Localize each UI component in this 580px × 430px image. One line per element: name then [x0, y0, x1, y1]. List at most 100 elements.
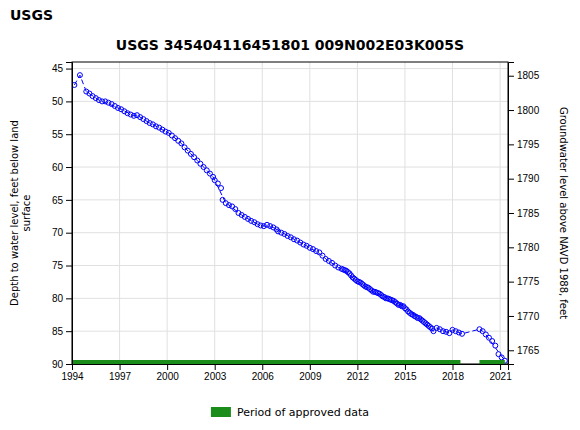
grid-line-x: [262, 62, 263, 364]
x-tick-mark: [453, 364, 454, 370]
y-tick-mark: [66, 134, 72, 135]
y-tick: 75: [52, 260, 72, 271]
x-tick-mark: [500, 364, 501, 370]
grid-line-y: [72, 167, 508, 168]
y-tick-label: 65: [52, 195, 64, 206]
y-tick-label: 90: [52, 359, 64, 370]
y-axis-line: [66, 63, 73, 365]
y2-tick: 1780: [508, 242, 540, 253]
x-axis: 1994199720002003200620092012201520182021: [61, 364, 512, 382]
grid-line-x: [404, 62, 405, 364]
grid-line-x: [214, 62, 215, 364]
y2-tick-label: 1780: [517, 242, 540, 253]
x-tick-mark: [215, 364, 216, 370]
y-axis: 45 50 55 60 65 70 75 80 85 90: [52, 63, 73, 370]
x-tick: 2012: [347, 364, 370, 382]
data-point: [493, 343, 498, 348]
y2-axis-line: [509, 63, 515, 365]
data: [72, 73, 507, 364]
y-tick: 80: [52, 293, 72, 304]
y-tick-mark: [66, 69, 72, 70]
x-tick-label: 2006: [252, 371, 275, 382]
y2-tick-mark: [508, 316, 514, 317]
x-tick-mark: [405, 364, 406, 370]
x-tick-mark: [262, 364, 263, 370]
y2-tick: 1795: [508, 139, 540, 150]
grid-line-y: [72, 101, 508, 102]
y2-tick-label: 1770: [517, 311, 540, 322]
y2-tick: 1770: [508, 311, 540, 322]
y-tick-label: 45: [52, 63, 64, 74]
x-tick: 2009: [299, 364, 322, 382]
y-tick-label: 55: [52, 129, 64, 140]
y2-tick-mark: [508, 350, 514, 351]
grid: [72, 62, 508, 364]
grid-line-x: [452, 62, 453, 364]
y-tick: 55: [52, 129, 72, 140]
x-tick: 2003: [204, 364, 227, 382]
grid-line-y: [72, 134, 508, 135]
x-tick: 2021: [489, 364, 512, 382]
y2-tick: 1790: [508, 173, 540, 184]
y2-tick-label: 1805: [517, 70, 540, 81]
y2-tick-mark: [508, 213, 514, 214]
grid-line-y: [72, 199, 508, 200]
x-tick-label: 2012: [347, 371, 370, 382]
legend-label: Period of approved data: [237, 406, 369, 419]
approved-period: [479, 360, 504, 364]
scatter-points: [72, 73, 507, 364]
y2-tick: 1805: [508, 70, 540, 81]
y2-tick-label: 1765: [517, 345, 540, 356]
chart-title: USGS 345404116451801 009N002E03K005S: [116, 37, 464, 53]
y-tick: 50: [52, 96, 72, 107]
y2-tick-label: 1795: [517, 139, 540, 150]
legend-item: Period of approved data: [211, 406, 369, 419]
y-tick: 65: [52, 195, 72, 206]
y2-tick-label: 1785: [517, 208, 540, 219]
y-tick-mark: [66, 298, 72, 299]
y-tick-mark: [66, 101, 72, 102]
approved-periods: [72, 364, 505, 365]
grid-line-x: [167, 62, 168, 364]
y2-tick-mark: [508, 247, 514, 248]
y2-axis-title: Groundwater level above NAVD 1988, feet: [558, 107, 569, 319]
data-point: [307, 245, 312, 250]
y-tick: 60: [52, 162, 72, 173]
y2-tick-mark: [508, 76, 514, 77]
chart: 1994199720002003200620092012201520182021…: [0, 0, 580, 430]
x-tick: 1997: [109, 364, 132, 382]
y-tick: 85: [52, 326, 72, 337]
y-tick-mark: [66, 233, 72, 234]
x-tick-label: 2009: [299, 371, 322, 382]
x-tick-label: 2018: [442, 371, 465, 382]
x-tick-label: 2000: [157, 371, 180, 382]
data-point: [163, 129, 168, 134]
data-point: [453, 329, 458, 334]
y-tick: 90: [52, 359, 72, 370]
y2-axis: 1765 1770 1775 1780 1785 1790 1795 1800 1805: [508, 63, 540, 365]
legend-swatch: [211, 407, 231, 417]
y-tick: 70: [52, 227, 72, 238]
x-tick-label: 1994: [61, 371, 84, 382]
grid-line-x: [309, 62, 310, 364]
grid-line-y: [72, 232, 508, 233]
y-tick: 45: [52, 63, 72, 74]
y-tick-label: 80: [52, 293, 64, 304]
data-point: [460, 331, 465, 336]
y2-tick-label: 1775: [517, 276, 540, 287]
grid-line-y: [72, 68, 508, 69]
y2-tick-label: 1800: [517, 105, 540, 116]
x-tick-label: 1997: [109, 371, 132, 382]
x-tick-mark: [120, 364, 121, 370]
y2-tick-mark: [508, 282, 514, 283]
y-axis-title: Depth to water level, feet below landsur…: [9, 120, 32, 306]
y-tick-mark: [66, 200, 72, 201]
y2-tick-mark: [508, 144, 514, 145]
x-tick-mark: [357, 364, 358, 370]
x-tick-label: 2021: [489, 371, 512, 382]
y-tick-label: 75: [52, 260, 64, 271]
x-tick-mark: [310, 364, 311, 370]
grid-line-y: [72, 298, 508, 299]
y-tick-label: 50: [52, 96, 64, 107]
data-point: [215, 181, 220, 186]
